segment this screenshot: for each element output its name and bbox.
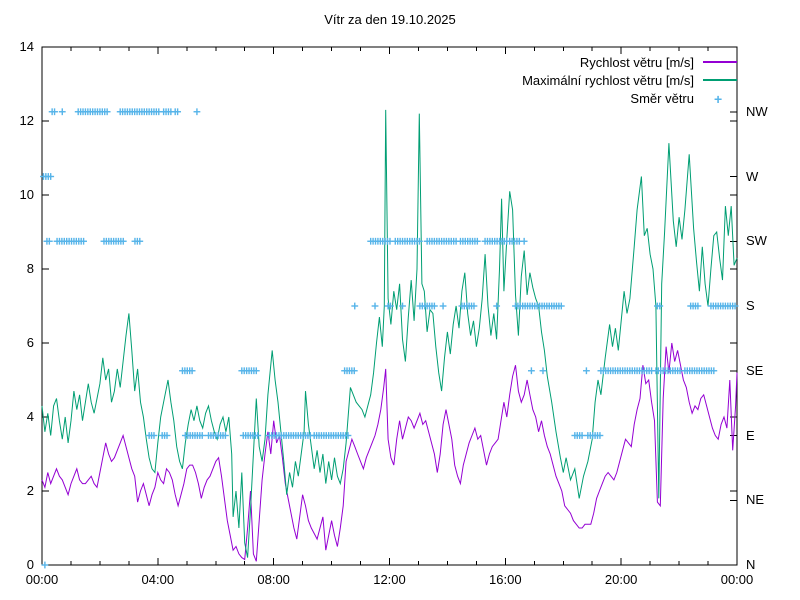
direction-plus-marker xyxy=(80,237,87,245)
wind-direction-axis-label: NE xyxy=(746,492,765,508)
direction-plus-marker xyxy=(578,432,586,439)
direction-plus-marker xyxy=(493,302,501,310)
wind-direction-axis-label: N xyxy=(746,557,756,572)
direction-plus-marker xyxy=(656,302,664,310)
direction-plus-marker xyxy=(103,108,111,116)
direction-plus-marker xyxy=(694,302,702,310)
direction-plus-marker xyxy=(198,432,206,439)
x-axis-tick-label: 00:00 xyxy=(25,572,59,587)
direction-plus-marker xyxy=(430,302,438,310)
x-axis-tick-label: 00:00 xyxy=(720,572,754,587)
direction-plus-marker xyxy=(252,367,260,375)
legend-item: Směr větru + xyxy=(630,89,737,108)
y-axis-tick-label: 6 xyxy=(26,335,34,350)
max-wind-speed-line xyxy=(41,109,738,558)
y-axis-tick-label: 10 xyxy=(19,187,34,202)
direction-plus-marker xyxy=(119,237,127,245)
wind-direction-markers xyxy=(40,108,739,569)
y-axis-tick-label: 4 xyxy=(26,409,34,424)
direction-plus-marker xyxy=(174,108,182,116)
legend-label: Maximální rychlost větru [m/s] xyxy=(522,72,694,88)
chart-legend: Rychlost větru [m/s] Maximální rychlost v… xyxy=(522,53,737,107)
direction-plus-marker xyxy=(539,367,547,375)
direction-plus-marker xyxy=(416,237,423,245)
y-axis-tick-label: 2 xyxy=(26,483,34,498)
y-axis-tick-label: 8 xyxy=(26,261,34,276)
legend-item: Maximální rychlost větru [m/s] xyxy=(522,71,737,89)
y-axis-tick-label: 0 xyxy=(26,557,34,572)
legend-label: Rychlost větru [m/s] xyxy=(579,54,694,70)
direction-plus-marker xyxy=(596,432,604,439)
direction-plus-marker xyxy=(221,432,229,439)
direction-plus-marker xyxy=(41,561,49,569)
wind-speed-line xyxy=(41,342,738,562)
y-axis-tick-label: 14 xyxy=(19,39,34,54)
legend-plus: + xyxy=(714,91,723,107)
direction-plus-marker xyxy=(51,108,58,116)
direction-plus-marker xyxy=(470,302,478,310)
direction-plus-marker xyxy=(193,108,201,116)
direction-plus-marker xyxy=(350,367,358,375)
wind-direction-axis-label: SW xyxy=(746,233,767,249)
direction-plus-marker xyxy=(399,302,406,310)
wind-direction-axis-label: SE xyxy=(746,362,764,378)
y-axis-tick-label: 12 xyxy=(19,113,34,128)
legend-line-sample-icon xyxy=(703,53,737,71)
tick-marks xyxy=(41,46,738,566)
wind-direction-axis-label: W xyxy=(746,168,759,184)
direction-plus-marker xyxy=(387,302,394,310)
wind-direction-axis-label: S xyxy=(746,298,755,313)
direction-plus-marker xyxy=(344,432,352,439)
direction-plus-marker xyxy=(163,432,171,439)
legend-line xyxy=(703,79,737,81)
direction-plus-marker xyxy=(136,237,144,245)
legend-line xyxy=(703,61,737,63)
direction-plus-marker xyxy=(45,237,53,245)
direction-plus-marker xyxy=(557,302,565,310)
wind-direction-axis-label: E xyxy=(746,427,755,443)
legend-plus-marker-icon: + xyxy=(703,89,737,107)
legend-label: Směr větru xyxy=(630,90,694,106)
direction-plus-marker xyxy=(731,302,739,310)
direction-plus-marker xyxy=(473,237,481,245)
chart-title: Vítr za den 19.10.2025 xyxy=(324,12,456,27)
direction-plus-marker xyxy=(710,367,718,375)
direction-plus-marker xyxy=(439,302,447,310)
direction-plus-marker xyxy=(58,108,66,116)
direction-plus-marker xyxy=(527,367,535,375)
x-axis-tick-label: 12:00 xyxy=(373,572,406,587)
direction-plus-marker xyxy=(351,302,359,310)
legend-item: Rychlost větru [m/s] xyxy=(580,53,737,71)
wind-direction-axis-label: NW xyxy=(746,103,768,119)
x-axis-tick-label: 04:00 xyxy=(141,572,175,587)
direction-plus-marker xyxy=(583,367,590,375)
direction-plus-marker xyxy=(254,432,262,439)
x-axis-tick-label: 16:00 xyxy=(489,572,522,587)
direction-plus-marker xyxy=(150,432,158,439)
direction-plus-marker xyxy=(188,367,196,375)
x-axis-tick-label: 20:00 xyxy=(604,572,638,587)
x-axis-tick-label: 08:00 xyxy=(257,572,290,587)
legend-line-sample-icon xyxy=(703,71,737,89)
direction-plus-marker xyxy=(520,237,528,245)
direction-plus-marker xyxy=(371,302,379,310)
direction-plus-marker xyxy=(47,173,55,180)
